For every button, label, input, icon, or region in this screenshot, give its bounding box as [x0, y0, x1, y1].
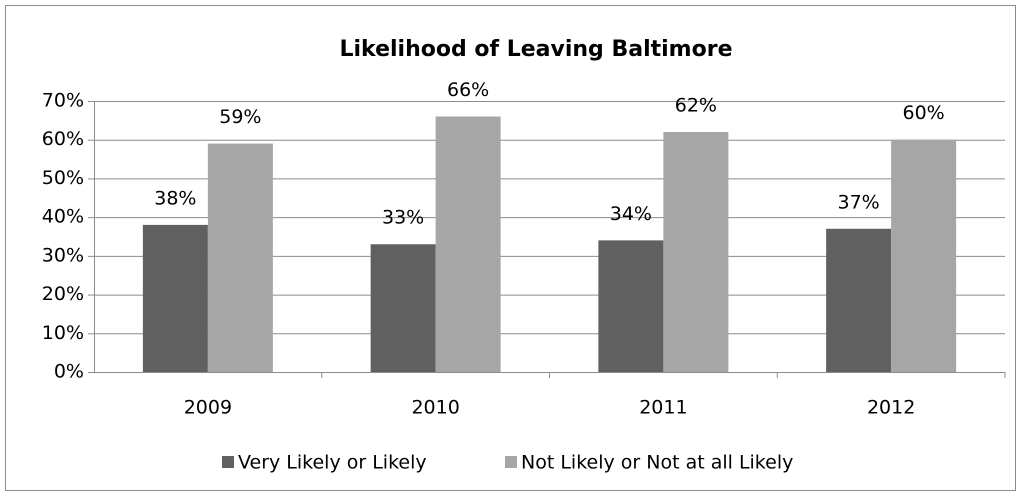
bar — [370, 244, 436, 372]
x-tick-label: 2010 — [411, 397, 459, 419]
data-label: 60% — [903, 102, 945, 124]
data-label: 34% — [610, 203, 652, 225]
y-tick-label: 0% — [54, 361, 84, 383]
x-tick-label: 2011 — [639, 397, 687, 419]
bar — [435, 116, 501, 372]
legend-label: Not Likely or Not at all Likely — [521, 452, 793, 474]
y-tick-label: 70% — [42, 90, 84, 112]
bar — [142, 224, 208, 372]
bar — [891, 139, 957, 372]
data-label: 62% — [675, 94, 717, 116]
y-tick-label: 30% — [42, 244, 84, 266]
data-label: 59% — [219, 106, 261, 128]
data-label: 33% — [382, 207, 424, 229]
data-label: 66% — [447, 79, 489, 101]
y-tick-label: 50% — [42, 167, 84, 189]
data-label: 37% — [838, 191, 880, 213]
y-tick-label: 40% — [42, 206, 84, 228]
y-tick-label: 10% — [42, 322, 84, 344]
bar — [826, 228, 892, 372]
bar — [598, 240, 664, 372]
legend-swatch — [222, 456, 234, 468]
data-label: 38% — [154, 187, 196, 209]
x-tick-label: 2009 — [184, 397, 232, 419]
legend-label: Very Likely or Likely — [238, 452, 427, 474]
x-tick-label: 2012 — [867, 397, 915, 419]
legend-swatch — [505, 456, 517, 468]
chart-title: Likelihood of Leaving Baltimore — [339, 37, 732, 62]
y-tick-label: 20% — [42, 283, 84, 305]
y-tick-label: 60% — [42, 128, 84, 150]
bar — [663, 131, 729, 372]
bar — [207, 143, 273, 372]
